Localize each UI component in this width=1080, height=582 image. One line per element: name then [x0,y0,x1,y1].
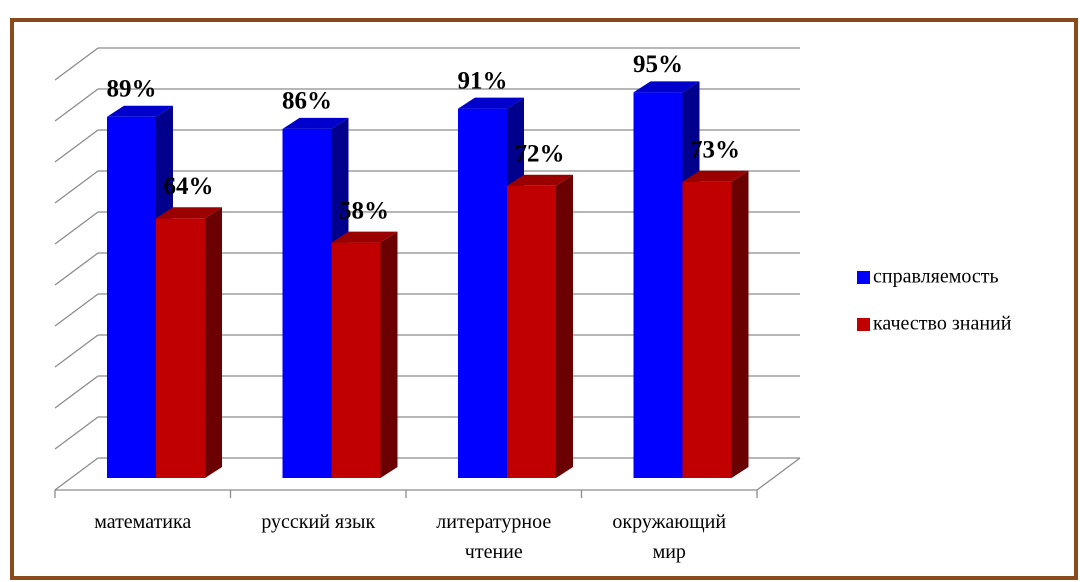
x-tick-label: окружающий мир [612,511,727,563]
bar [282,128,332,478]
bar [507,185,556,478]
grid-line-side [54,293,99,327]
bar-top [507,174,573,186]
bar [682,181,732,478]
bar-top [458,97,524,109]
bar-top [282,117,349,129]
data-label: 91% [458,67,508,94]
grid-line-side [54,129,99,163]
bar [633,92,683,479]
bar-top [156,207,222,219]
data-label: 64% [164,173,214,200]
grid-line-side [54,47,99,81]
bar-side [205,207,222,478]
legend-swatch [857,318,870,331]
data-label: 89% [107,75,157,102]
bar [156,218,205,478]
bar [458,108,507,479]
legend-swatch [857,271,870,284]
x-tick-label: литературное чтение [436,511,552,563]
x-tick-label: русский язык [261,511,376,533]
bar [107,116,156,479]
grid-line-side [54,211,99,245]
data-label: 58% [339,197,389,224]
data-label: 86% [282,88,332,115]
grid-line-side [54,457,99,491]
grid-line-side [54,170,99,204]
bar-side [731,170,749,478]
grid-line-side [54,334,99,368]
data-label: 95% [633,51,683,78]
bar-top [107,105,173,117]
bar [331,242,381,478]
data-label: 73% [690,136,740,163]
x-tick-label: математика [94,511,192,533]
bar-side [556,174,573,478]
grid-line-side [54,416,99,450]
frame [10,18,1078,580]
grid-line-side [54,88,99,122]
bar-top [633,81,700,93]
bar-top [682,170,749,182]
bar-top [331,231,398,243]
grid-line-side [54,375,99,409]
grid-line-side [54,252,99,286]
data-label: 72% [515,140,565,167]
bar-side [380,231,398,478]
legend-label: качество знаний [873,313,1012,335]
legend-label: справляемость [873,266,999,288]
floor-right [756,457,801,491]
